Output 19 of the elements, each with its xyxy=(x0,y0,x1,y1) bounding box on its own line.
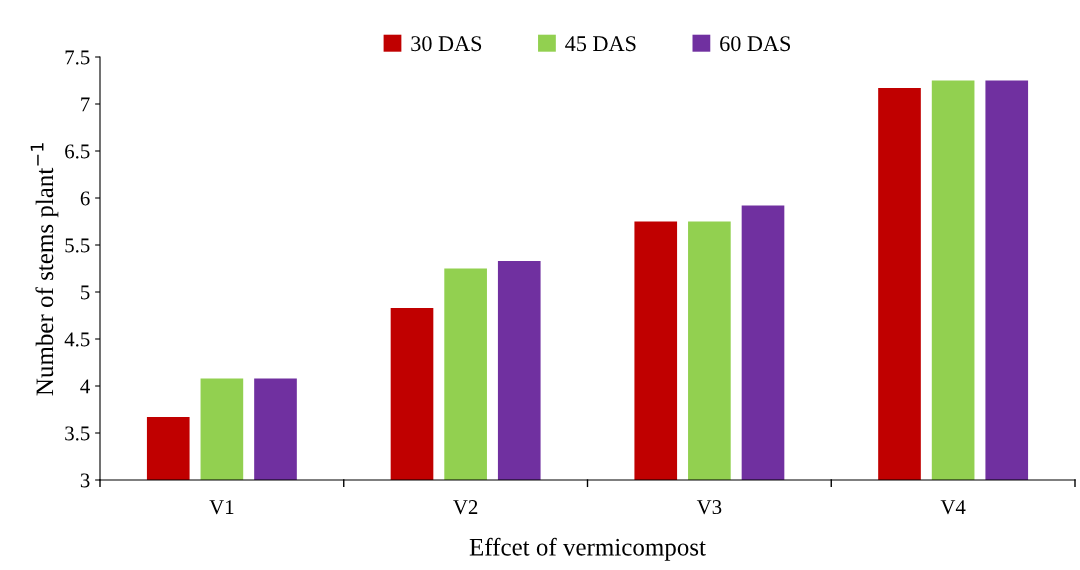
y-tick-label: 6.5 xyxy=(65,144,90,159)
y-tick-label: 4.5 xyxy=(64,332,90,347)
y-tick-label: 7 xyxy=(81,97,90,112)
y-tick-label: 6 xyxy=(80,191,90,206)
x-axis-title: Effcet of vermicompost xyxy=(469,537,706,561)
legend-label: 45 DAS xyxy=(565,36,636,52)
y-tick-label: 4 xyxy=(80,379,90,394)
legend-label: 60 DAS xyxy=(720,36,791,52)
y-tick-label: 3.5 xyxy=(65,426,90,441)
y-tick-label: 3 xyxy=(80,473,90,488)
x-tick-label: V2 xyxy=(453,500,478,515)
x-tick-label: V3 xyxy=(696,500,722,515)
x-tick-label: V1 xyxy=(209,500,234,515)
y-tick-label: 5.5 xyxy=(65,238,90,253)
y-tick-label: 7.5 xyxy=(65,50,90,65)
x-tick-label: V4 xyxy=(940,500,966,515)
y-tick-label: 5 xyxy=(81,285,90,300)
legend-label: 30 DAS xyxy=(411,36,482,52)
y-axis-title: Number of stems plant$^{−1}$ xyxy=(30,143,59,396)
